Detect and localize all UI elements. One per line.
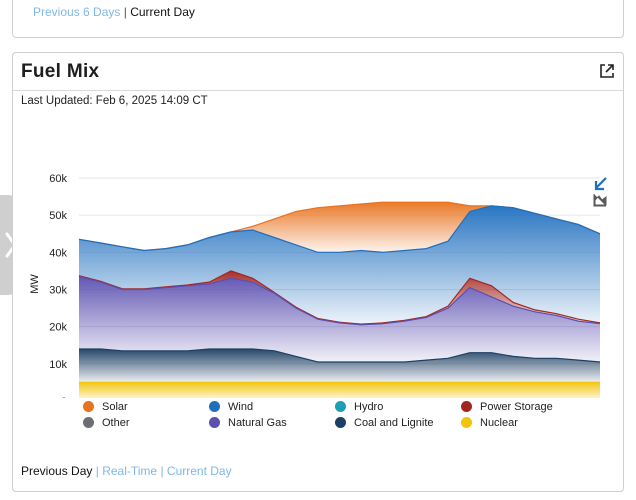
y-tick-label: 10k [49, 359, 67, 371]
area-chart-icon[interactable] [593, 194, 607, 207]
legend-item-coal-and-lignite[interactable]: Coal and Lignite [335, 417, 434, 429]
y-tick-label: 60k [49, 173, 67, 185]
legend-item-power-storage[interactable]: Power Storage [461, 401, 553, 413]
line-wind [78, 205, 601, 253]
legend-swatch [209, 401, 220, 412]
previous-day-link[interactable]: Previous Day [21, 464, 93, 478]
legend-swatch [209, 417, 220, 428]
legend-swatch [83, 417, 94, 428]
legend-swatch [461, 401, 472, 412]
legend-label: Other [102, 417, 130, 429]
y-tick-label: 30k [49, 285, 67, 297]
nav-separator: | [160, 464, 164, 478]
legend-label: Hydro [354, 401, 384, 413]
real-time-link[interactable]: Real-Time [102, 464, 158, 478]
area-solar [79, 202, 600, 253]
bottom-day-nav: Previous Day | Real-Time | Current Day [21, 464, 232, 478]
fuel-mix-card: Fuel Mix Last Updated: Feb 6, 2025 14:09… [12, 52, 624, 492]
line-natural-gas [78, 275, 601, 326]
legend-label: Natural Gas [228, 417, 287, 429]
card-title: Fuel Mix [21, 61, 100, 82]
legend-item-nuclear[interactable]: Nuclear [461, 417, 518, 429]
legend-swatch [335, 401, 346, 412]
area-natural-gas [79, 276, 600, 362]
legend-item-solar[interactable]: Solar [83, 401, 128, 413]
legend-swatch [335, 417, 346, 428]
y-tick-label: 20k [49, 322, 67, 334]
legend-label: Solar [102, 401, 128, 413]
legend-item-other[interactable]: Other [83, 417, 130, 429]
line-power-storage [78, 270, 601, 325]
legend-label: Power Storage [480, 401, 553, 413]
legend-label: Wind [228, 401, 254, 413]
legend-item-hydro[interactable]: Hydro [335, 401, 383, 413]
nav-separator: | [123, 5, 127, 19]
title-divider [13, 90, 623, 91]
legend-item-wind[interactable]: Wind [209, 401, 253, 413]
area-wind [79, 205, 600, 325]
legend-item-natural-gas[interactable]: Natural Gas [209, 417, 287, 429]
line-coal-and-lignite [79, 348, 601, 363]
top-day-nav: Previous 6 Days | Current Day [33, 5, 195, 19]
area-power-storage [79, 270, 600, 325]
y-tick-label: 50k [49, 210, 67, 222]
legend-label: Nuclear [480, 417, 518, 429]
legend-swatch [461, 417, 472, 428]
current-day-link-bottom[interactable]: Current Day [166, 464, 232, 478]
area-coal-and-lignite [79, 349, 600, 383]
area-nuclear [79, 382, 600, 398]
last-updated: Last Updated: Feb 6, 2025 14:09 CT [21, 95, 208, 107]
nav-separator: | [95, 464, 99, 478]
legend-swatch [83, 401, 94, 412]
current-day-link[interactable]: Current Day [130, 5, 195, 19]
y-tick-label: 0 [61, 396, 67, 398]
expand-chart-icon[interactable] [594, 177, 607, 191]
y-tick-label: 40k [49, 247, 67, 259]
previous-6-days-link[interactable]: Previous 6 Days [33, 5, 121, 19]
external-link-icon[interactable] [599, 63, 615, 79]
fuel-mix-chart: 010k20k30k40k50k60k 00040812162024 MW [29, 173, 607, 398]
y-axis-label: MW [29, 274, 41, 294]
day-range-card: Previous 6 Days | Current Day [12, 0, 624, 38]
legend-label: Coal and Lignite [354, 417, 434, 429]
